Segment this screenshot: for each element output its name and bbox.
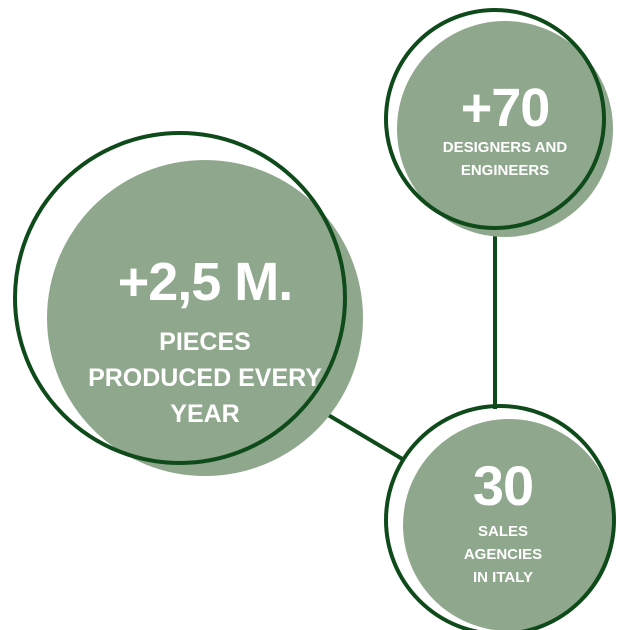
agencies-label-line-2: AGENCIES [463,546,543,563]
designers-label-line-2: ENGINEERS [460,162,550,179]
agencies-label-line-3: IN ITALY [472,569,533,586]
agencies-node [384,404,616,630]
pieces-value: +2,5 M. [117,252,294,312]
designers-outline-circle [384,8,606,230]
agencies-label-line-1: SALES [477,523,528,540]
pieces-node [13,131,363,476]
pieces-label-line-2: PRODUCED EVERY [88,364,322,392]
pieces-shadow-circle [47,160,363,476]
pieces-label-line-3: YEAR [170,400,240,428]
agencies-outline-circle [384,404,616,630]
designers-shadow-circle [397,21,613,237]
pieces-outline-circle [13,131,347,465]
pieces-label-line-1: PIECES [159,328,251,356]
designers-value: +70 [460,78,551,138]
designers-node [384,8,613,237]
designers-label-line-1: DESIGNERS AND [442,139,568,156]
agencies-value: 30 [472,454,534,517]
agencies-shadow-circle [403,419,615,630]
